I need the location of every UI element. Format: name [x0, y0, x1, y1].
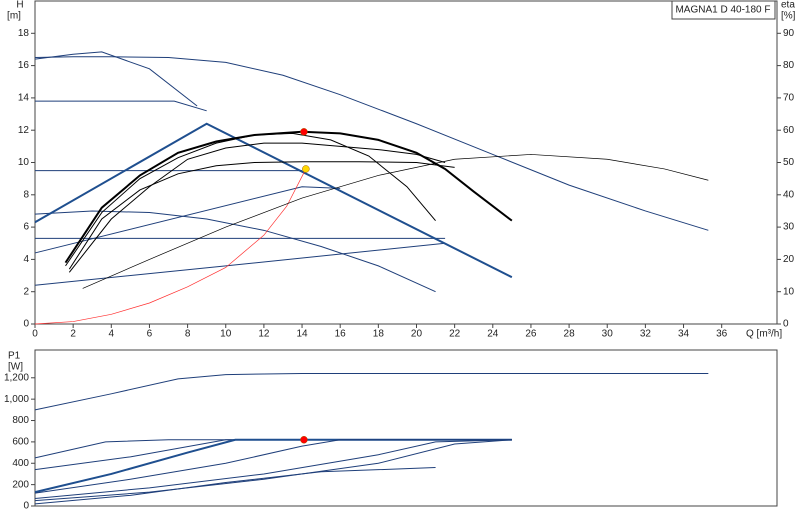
y2-tick-label: 50 — [783, 157, 795, 168]
y-tick-label: 200 — [12, 479, 29, 490]
x-tick-label: 10 — [220, 329, 232, 340]
y-tick-label: 12 — [18, 125, 30, 136]
y-tick-label: 600 — [12, 437, 29, 448]
y-tick-label: 8 — [23, 189, 29, 200]
y2-tick-label: 60 — [783, 125, 795, 136]
y2-tick-label: 20 — [783, 254, 795, 265]
plot-frame — [34, 349, 778, 507]
x-tick-label: 26 — [525, 329, 537, 340]
curve — [34, 467, 436, 505]
y2-tick-label: 80 — [783, 60, 795, 71]
y-tick-label: 14 — [18, 93, 30, 104]
curve — [34, 439, 512, 494]
x-tick-label: 2 — [70, 329, 76, 340]
y2-axis-unit: [%] — [781, 11, 796, 22]
curve — [34, 439, 512, 459]
y2-tick-label: 0 — [783, 319, 789, 330]
curve — [34, 438, 512, 494]
x-tick-label: 14 — [296, 329, 308, 340]
curve — [68, 142, 446, 273]
y-tick-label: 4 — [23, 254, 29, 265]
x-tick-label: 6 — [147, 329, 153, 340]
curve — [34, 439, 512, 500]
curve — [34, 56, 709, 231]
x-tick-label: 24 — [487, 329, 499, 340]
y2-axis-label: eta — [781, 0, 795, 11]
y-tick-label: 10 — [18, 157, 30, 168]
y2-tick-label: 30 — [783, 222, 795, 233]
x-tick-label: 30 — [602, 329, 614, 340]
x-tick-label: 20 — [411, 329, 423, 340]
curve — [68, 161, 455, 270]
curve — [82, 154, 709, 289]
curve — [35, 100, 207, 112]
chart-title: MAGNA1 D 40-180 F — [675, 5, 770, 16]
y2-tick-label: 40 — [783, 189, 795, 200]
y-tick-label: 1,200 — [4, 372, 29, 383]
y-tick-label: 2 — [23, 286, 29, 297]
x-axis-label: Q [m³/h] — [746, 329, 782, 340]
x-tick-label: 16 — [335, 329, 347, 340]
y-axis-unit: [W] — [8, 362, 23, 373]
x-tick-label: 22 — [449, 329, 461, 340]
y-tick-label: 800 — [12, 415, 29, 426]
curve — [34, 51, 198, 107]
curve — [34, 168, 307, 325]
y-axis-unit: [m] — [7, 11, 21, 22]
y-tick-label: 400 — [12, 458, 29, 469]
x-tick-label: 18 — [373, 329, 385, 340]
curve — [34, 373, 709, 411]
y-axis-label: H — [16, 0, 23, 11]
x-tick-label: 36 — [716, 329, 728, 340]
y-axis-label: P1 — [8, 351, 21, 362]
curve — [34, 439, 512, 471]
curve — [34, 186, 341, 254]
curve — [34, 122, 513, 279]
y2-tick-label: 90 — [783, 28, 795, 39]
y2-tick-label: 10 — [783, 286, 795, 297]
operating-point — [300, 128, 308, 136]
x-tick-label: 34 — [678, 329, 690, 340]
y-tick-label: 0 — [23, 501, 29, 512]
operating-point — [300, 436, 308, 444]
operating-point — [302, 165, 310, 173]
y-tick-label: 1,000 — [4, 394, 29, 405]
x-tick-label: 12 — [258, 329, 270, 340]
x-tick-label: 8 — [185, 329, 191, 340]
x-tick-label: 28 — [564, 329, 576, 340]
curve — [34, 210, 436, 293]
x-tick-label: 4 — [109, 329, 115, 340]
y-tick-label: 16 — [18, 60, 30, 71]
x-tick-label: 0 — [32, 329, 38, 340]
x-tick-label: 32 — [640, 329, 652, 340]
y-tick-label: 18 — [18, 28, 30, 39]
curve — [34, 439, 512, 502]
y-tick-label: 6 — [23, 222, 29, 233]
y2-tick-label: 70 — [783, 93, 795, 104]
y-tick-label: 0 — [23, 319, 29, 330]
curve — [34, 242, 446, 286]
